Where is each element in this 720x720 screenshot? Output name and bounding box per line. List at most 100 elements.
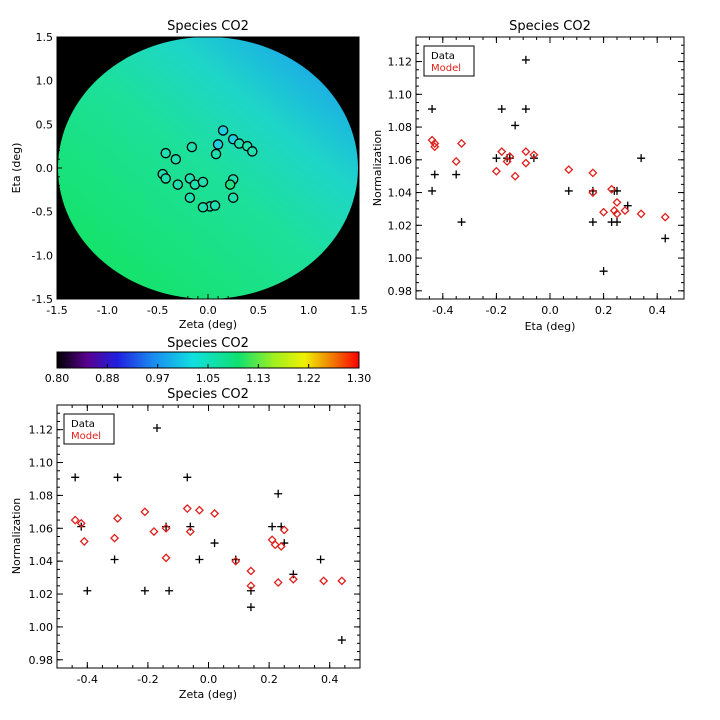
- zeta-plot-model-point: [182, 504, 192, 514]
- station-marker: [224, 179, 236, 190]
- zeta-plot-title: Species CO2: [167, 387, 249, 402]
- eta-plot-data-point: [430, 170, 439, 179]
- eta-plot-model-point: [430, 142, 440, 152]
- station-marker: [209, 200, 221, 211]
- zeta-plot-data-point: [165, 586, 174, 595]
- normalization-vs-eta-plot: Species CO2 -0.4 -0.2 0.0 0.2 0.4 0.98 1.00 1.0…: [371, 19, 685, 333]
- eta-plot-x-tick-label: -0.4: [432, 304, 453, 317]
- eta-plot-model-point: [564, 165, 574, 175]
- zeta-plot-data-point: [246, 603, 255, 612]
- eta-plot-data-point: [452, 170, 461, 179]
- map-y-tick-label: 1.5: [36, 31, 54, 44]
- eta-plot-model-point: [612, 209, 622, 219]
- normalization-vs-zeta-plot: Species CO2 -0.4 -0.2 0.0 0.2 0.4 0.98 1.00 1.0…: [10, 387, 361, 701]
- map-y-tick-label: -1.0: [32, 249, 53, 262]
- zeta-plot-y-tick-label: 1.06: [29, 522, 54, 535]
- eta-plot-model-point: [612, 197, 622, 207]
- zeta-plot-model-point: [276, 541, 286, 551]
- eta-plot-data-point: [497, 105, 506, 114]
- eta-plot-data-point: [661, 234, 670, 243]
- map-x-tick-label: 1.0: [300, 304, 318, 317]
- colorbar-tick-label: 1.05: [196, 372, 221, 385]
- zeta-plot-model-point: [231, 556, 241, 566]
- eta-plot-x-tick-label: 0.0: [541, 304, 559, 317]
- eta-plot-model-point: [660, 212, 670, 222]
- eta-plot-y-tick-label: 1.00: [388, 252, 413, 265]
- zeta-plot-data-point: [113, 473, 122, 482]
- eta-plot-data-point: [637, 154, 646, 163]
- zeta-plot-data-point: [316, 555, 325, 564]
- zeta-plot-data-point: [337, 636, 346, 645]
- eta-plot-y-tick-label: 1.12: [388, 56, 413, 69]
- zeta-plot-model-point: [70, 515, 80, 525]
- zeta-plot-x-tick-label: -0.2: [137, 673, 158, 686]
- eta-plot-model-point: [599, 207, 609, 217]
- map-x-tick-label: 1.5: [350, 304, 368, 317]
- zeta-plot-y-tick-label: 1.00: [29, 621, 54, 634]
- station-marker: [160, 147, 171, 159]
- map-y-tick-label: -0.5: [32, 206, 53, 219]
- zeta-plot-data-point: [268, 522, 277, 531]
- eta-plot-data-point: [521, 105, 530, 114]
- map-y-tick-label: 0.0: [36, 162, 54, 175]
- station-marker: [227, 192, 239, 203]
- map-x-tick-label: -1.5: [46, 304, 67, 317]
- zeta-plot-data-point: [152, 424, 161, 433]
- eta-plot-data-point: [511, 121, 520, 130]
- zeta-plot-y-tick-label: 1.02: [29, 588, 54, 601]
- zeta-plot-model-point: [337, 576, 347, 586]
- station-markers: [157, 125, 258, 213]
- colorbar-tick-label: 1.30: [347, 372, 372, 385]
- map-x-tick-label: 0.0: [199, 304, 217, 317]
- zeta-plot-data-point: [210, 539, 219, 548]
- zeta-plot-x-axis-label: Zeta (deg): [179, 688, 237, 701]
- zeta-plot-data-point: [71, 473, 80, 482]
- zeta-plot-model-point: [140, 507, 150, 517]
- map-title: Species CO2: [167, 19, 249, 34]
- colorbar-title: Species CO2: [167, 336, 249, 351]
- station-marker: [212, 139, 224, 150]
- eta-plot-data-point: [588, 218, 597, 227]
- map-y-axis-label: Eta (deg): [10, 143, 23, 194]
- zeta-plot-model-point: [273, 578, 283, 588]
- eta-plot-data-point: [564, 186, 573, 195]
- eta-plot-model-point: [491, 166, 501, 176]
- map-x-axis-label: Zeta (deg): [179, 318, 237, 331]
- eta-plot-y-tick-label: 1.08: [388, 121, 413, 134]
- map-x-tick-label: -0.5: [147, 304, 168, 317]
- eta-plot-model-point: [510, 171, 520, 181]
- zeta-plot-y-tick-label: 1.08: [29, 489, 54, 502]
- zeta-plot-x-tick-label: 0.2: [260, 673, 278, 686]
- zeta-plot-model-point: [288, 574, 298, 584]
- map-x-tick-label: -1.0: [97, 304, 118, 317]
- colorbar-tick-label: 0.97: [145, 372, 170, 385]
- zeta-plot-model-point: [79, 536, 89, 546]
- zeta-plot-data-point: [289, 570, 298, 579]
- zeta-plot-model-point: [246, 581, 256, 591]
- eta-plot-model-point: [451, 156, 461, 166]
- eta-legend-box: [423, 45, 475, 77]
- eta-plot-model-point: [588, 168, 598, 178]
- eta-plot-x-tick-label: 0.4: [648, 304, 666, 317]
- map-y-tick-label: 1.0: [36, 75, 54, 88]
- eta-plot-data-point: [457, 218, 466, 227]
- eta-plot-x-tick-label: 0.2: [595, 304, 613, 317]
- zeta-plot-x-tick-label: -0.4: [77, 673, 98, 686]
- zeta-plot-data-point: [274, 489, 283, 498]
- zeta-plot-x-tick-label: 0.4: [321, 673, 339, 686]
- zeta-legend-model: Model: [71, 431, 101, 442]
- zeta-plot-model-point: [246, 566, 256, 576]
- eta-plot-model-point: [607, 184, 617, 194]
- zeta-plot-model-point: [110, 533, 120, 543]
- map-y-tick-label: -1.5: [32, 293, 53, 306]
- zeta-plot-data-point: [83, 586, 92, 595]
- zeta-plot-y-tick-label: 1.04: [29, 555, 54, 568]
- eta-plot-data-point: [613, 218, 621, 227]
- map-x-tick-label: 0.5: [250, 304, 268, 317]
- zeta-plot-model-point: [76, 518, 86, 528]
- zeta-plot-model-point: [319, 576, 329, 586]
- eta-plot-model-point: [521, 147, 531, 157]
- eta-plot-model-point: [620, 206, 630, 216]
- eta-plot-title: Species CO2: [509, 19, 591, 34]
